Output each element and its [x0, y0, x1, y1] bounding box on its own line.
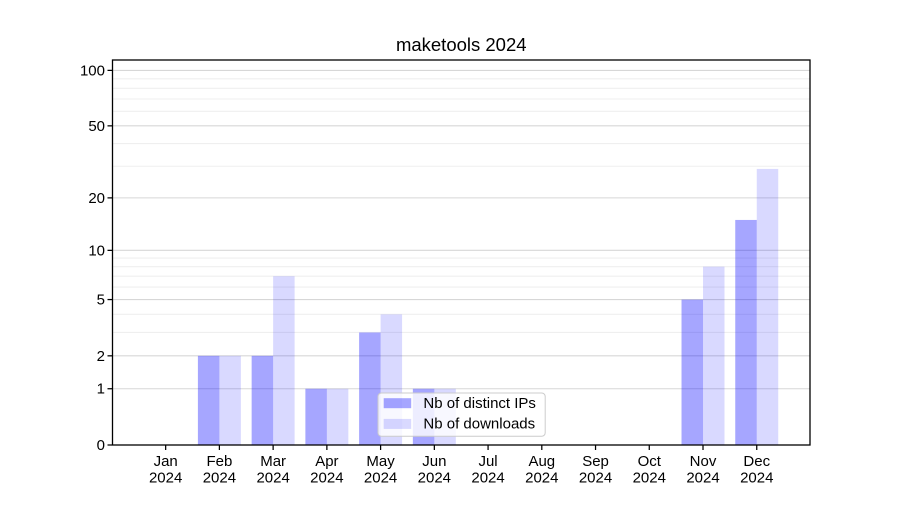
svg-text:2024: 2024: [633, 470, 666, 487]
svg-text:2024: 2024: [686, 470, 719, 487]
svg-text:Nb of distinct IPs: Nb of distinct IPs: [423, 395, 536, 412]
svg-text:2024: 2024: [579, 470, 612, 487]
svg-text:Jun: Jun: [422, 453, 446, 470]
svg-text:2024: 2024: [471, 470, 504, 487]
svg-text:Jul: Jul: [478, 453, 497, 470]
svg-text:1: 1: [97, 381, 105, 398]
svg-text:Nov: Nov: [690, 453, 717, 470]
svg-text:2024: 2024: [149, 470, 182, 487]
svg-text:Feb: Feb: [206, 453, 232, 470]
svg-text:100: 100: [80, 62, 105, 79]
svg-text:2024: 2024: [310, 470, 343, 487]
svg-text:Sep: Sep: [582, 453, 609, 470]
svg-text:Oct: Oct: [638, 453, 662, 470]
svg-text:2024: 2024: [740, 470, 773, 487]
svg-text:Jan: Jan: [154, 453, 178, 470]
svg-text:2024: 2024: [364, 470, 397, 487]
svg-text:Mar: Mar: [260, 453, 286, 470]
svg-text:2: 2: [97, 348, 105, 365]
svg-text:Aug: Aug: [528, 453, 555, 470]
svg-text:50: 50: [88, 118, 105, 135]
svg-text:May: May: [366, 453, 395, 470]
svg-text:2024: 2024: [525, 470, 558, 487]
svg-text:maketools 2024: maketools 2024: [396, 34, 527, 55]
svg-text:2024: 2024: [203, 470, 236, 487]
svg-text:Dec: Dec: [743, 453, 770, 470]
svg-text:5: 5: [97, 292, 105, 309]
svg-text:2024: 2024: [418, 470, 451, 487]
svg-text:20: 20: [88, 190, 105, 207]
svg-text:Apr: Apr: [315, 453, 338, 470]
svg-text:0: 0: [97, 437, 105, 454]
svg-text:2024: 2024: [256, 470, 289, 487]
svg-text:Nb of downloads: Nb of downloads: [423, 416, 535, 433]
svg-text:10: 10: [88, 242, 105, 259]
